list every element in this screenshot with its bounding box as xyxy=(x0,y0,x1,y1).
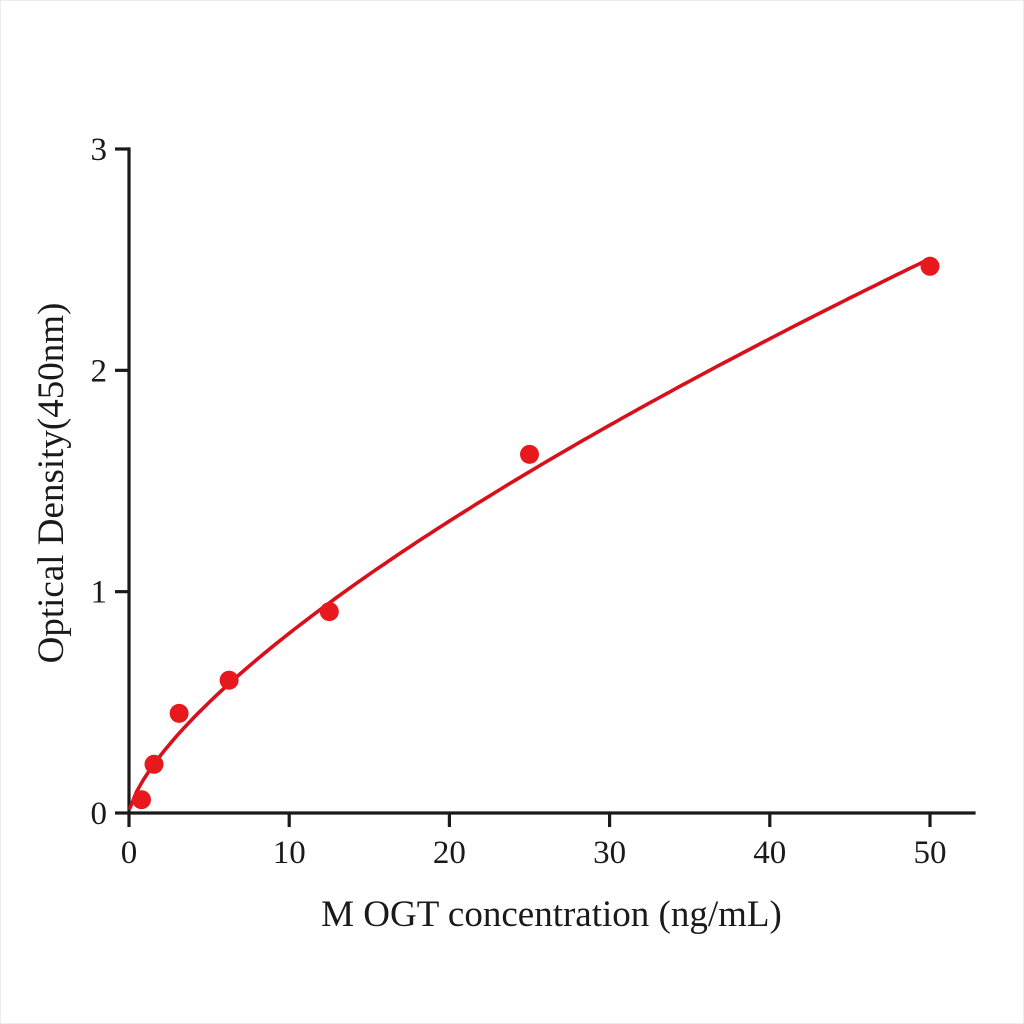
data-points xyxy=(132,256,940,810)
y-tick-label: 0 xyxy=(91,796,108,832)
fit-curve xyxy=(128,256,932,810)
y-tick-label: 2 xyxy=(91,353,108,389)
data-point xyxy=(144,754,164,774)
data-point xyxy=(520,444,539,464)
x-axis: 0 10 20 30 40 50 xyxy=(121,813,947,871)
y-axis: 0 1 2 3 xyxy=(91,132,129,832)
data-point xyxy=(319,602,339,622)
x-tick-label: 0 xyxy=(121,835,138,871)
data-point xyxy=(920,256,940,276)
data-point xyxy=(219,670,239,690)
x-tick-label: 40 xyxy=(753,835,786,871)
x-axis-title: M OGT concentration (ng/mL) xyxy=(321,894,782,935)
x-tick-label: 10 xyxy=(273,835,306,871)
x-tick-label: 50 xyxy=(914,835,947,871)
y-tick-label: 1 xyxy=(91,575,108,611)
x-tick-label: 30 xyxy=(593,835,626,871)
data-point xyxy=(132,790,151,810)
x-tick-label: 20 xyxy=(433,835,466,871)
y-tick-label: 3 xyxy=(91,132,108,168)
y-axis-title: Optical Density(450nm) xyxy=(31,303,72,664)
data-point xyxy=(169,703,189,723)
axis-spines xyxy=(127,147,976,815)
